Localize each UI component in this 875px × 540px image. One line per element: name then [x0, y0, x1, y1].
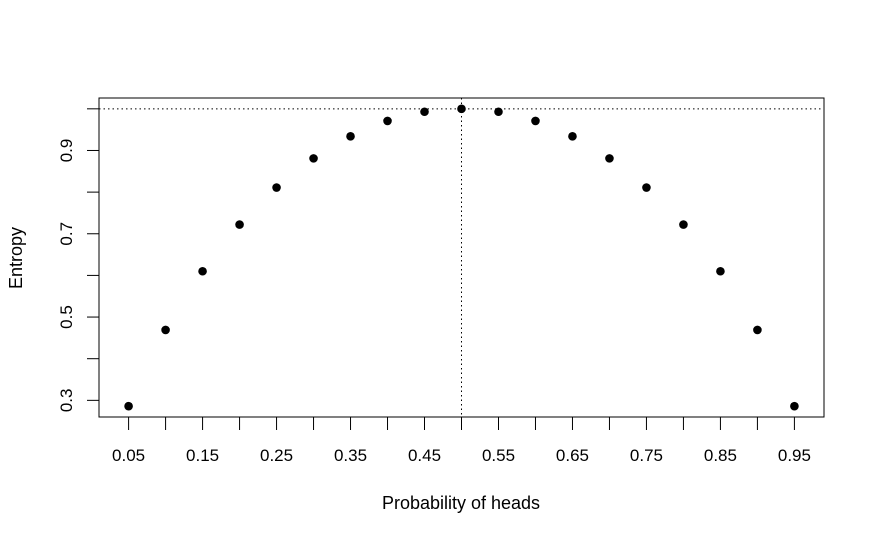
x-tick-label: 0.45 [408, 446, 441, 465]
data-point [790, 401, 799, 411]
x-tick-label: 0.15 [186, 446, 219, 465]
x-tick-label: 0.35 [334, 446, 367, 465]
data-point [457, 104, 466, 114]
y-tick-label: 0.5 [57, 305, 76, 329]
data-point [383, 116, 392, 126]
x-axis: 0.05 0.15 0.25 0.35 0.45 0.55 0.65 0.75 0.85 0.95 [112, 417, 811, 465]
data-point [753, 325, 762, 335]
x-tick-label: 0.75 [630, 446, 663, 465]
data-point [235, 220, 244, 229]
y-tick-label: 0.7 [57, 222, 76, 246]
data-point [642, 183, 651, 192]
y-axis: 0.3 0.5 0.7 0.9 [57, 108, 99, 413]
data-point [605, 154, 614, 163]
x-axis-label: Probability of heads [382, 493, 540, 513]
data-point [716, 266, 725, 276]
data-point [346, 132, 355, 141]
data-point [531, 116, 540, 126]
reference-lines [99, 98, 824, 417]
x-tick-label: 0.85 [704, 446, 737, 465]
data-point [679, 220, 688, 229]
data-points [124, 104, 799, 411]
data-point [272, 183, 281, 192]
x-tick-label: 0.25 [260, 446, 293, 465]
data-point [568, 132, 577, 141]
y-tick-label: 0.9 [57, 139, 76, 163]
data-point [124, 401, 133, 411]
x-tick-label: 0.95 [778, 446, 811, 465]
data-point [198, 266, 207, 276]
data-point [494, 107, 503, 117]
y-axis-label: Entropy [6, 227, 26, 289]
x-tick-label: 0.05 [112, 446, 145, 465]
data-point [420, 107, 429, 117]
x-tick-label: 0.55 [482, 446, 515, 465]
data-point [161, 325, 170, 335]
y-tick-label: 0.3 [57, 389, 76, 413]
x-tick-label: 0.65 [556, 446, 589, 465]
data-point [309, 154, 318, 163]
